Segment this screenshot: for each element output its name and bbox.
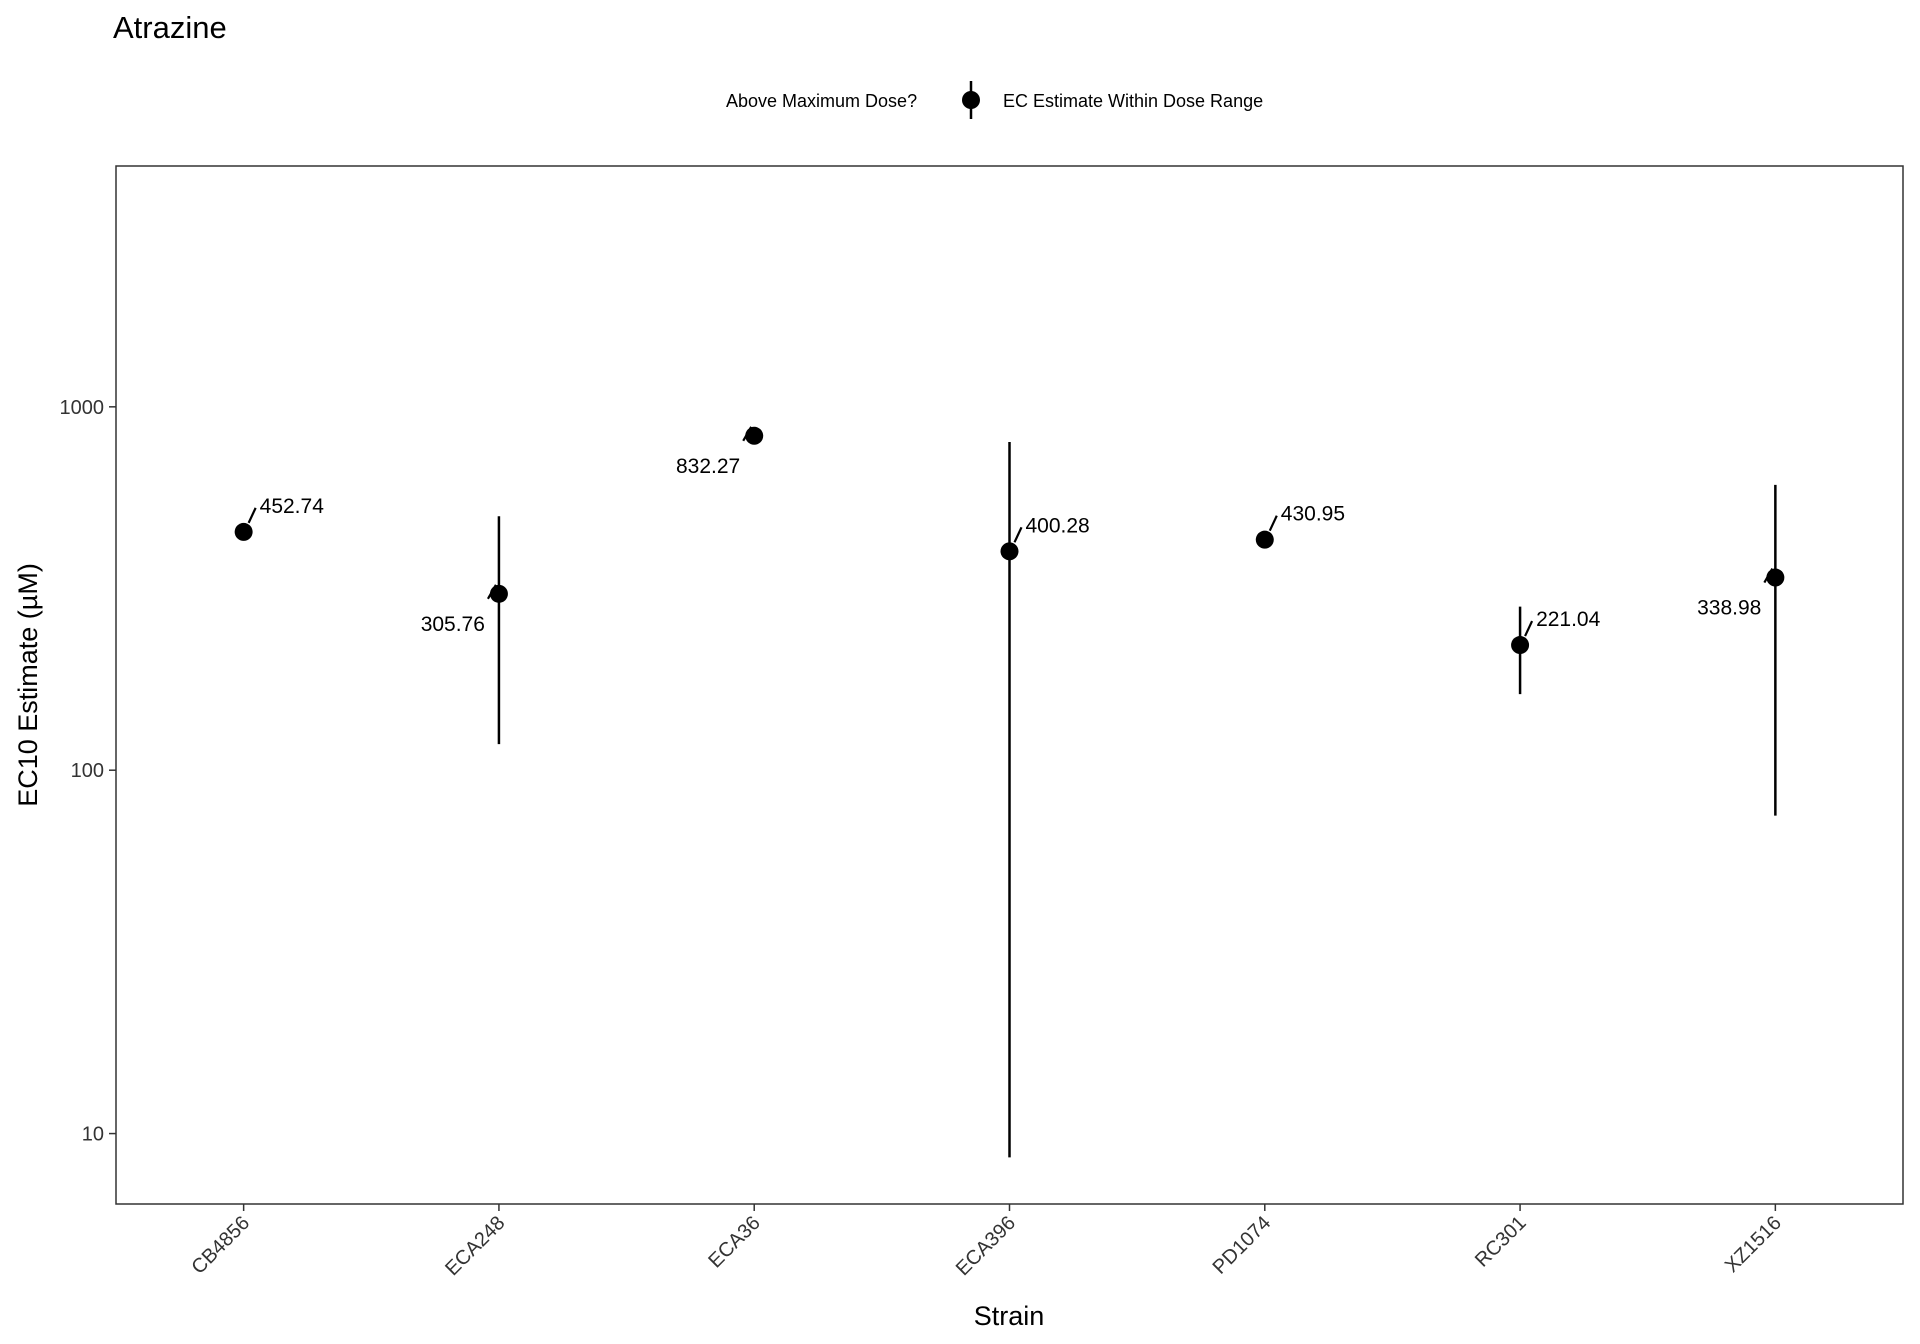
chart-title: Atrazine (113, 10, 227, 45)
x-tick-label: RC301 (1471, 1212, 1531, 1272)
data-marks: 452.74 305.76 832.27 400.28 430.95 221.04 338.… (234, 426, 1785, 1158)
x-tick-label: ECA248 (441, 1212, 509, 1280)
data-label: 832.27 (676, 455, 740, 478)
y-tick-label: 10 (82, 1124, 104, 1146)
y-axis-title: EC10 Estimate (µM) (13, 563, 43, 807)
data-label: 221.04 (1536, 608, 1601, 631)
data-point (1766, 568, 1785, 587)
legend-entry: EC Estimate Within Dose Range (1003, 91, 1263, 111)
x-tick-label: XZ1516 (1721, 1212, 1786, 1277)
label-leader (1763, 568, 1774, 584)
label-leader (1013, 526, 1023, 543)
legend-title: Above Maximum Dose? (726, 91, 917, 111)
label-leader (1268, 515, 1278, 532)
data-point (1511, 636, 1530, 655)
label-leader (742, 426, 753, 442)
y-axis: 10 100 1000 (60, 397, 116, 1146)
data-point (745, 426, 764, 445)
x-tick-label: ECA396 (952, 1212, 1020, 1280)
x-axis: CB4856 ECA248 ECA36 ECA396 PD1074 RC301 XZ1516 (188, 1204, 1786, 1280)
data-point (1255, 530, 1274, 549)
data-label: 305.76 (421, 613, 485, 636)
y-tick-label: 1000 (60, 397, 105, 419)
data-point (489, 584, 508, 603)
x-tick-label: ECA36 (704, 1212, 764, 1272)
x-axis-title: Strain (974, 1301, 1045, 1331)
data-point (234, 522, 253, 541)
legend-key-point (962, 91, 980, 109)
data-label: 452.74 (260, 495, 325, 518)
label-leader (486, 584, 497, 600)
data-label: 400.28 (1026, 514, 1090, 537)
x-tick-label: PD1074 (1209, 1212, 1276, 1279)
label-leader (1524, 620, 1534, 637)
data-point (1000, 542, 1019, 561)
data-label: 338.98 (1697, 597, 1761, 620)
label-leader (247, 507, 257, 524)
x-tick-label: CB4856 (188, 1212, 255, 1279)
legend: Above Maximum Dose? EC Estimate Within D… (726, 81, 1263, 119)
data-label: 430.95 (1281, 503, 1345, 526)
y-tick-label: 100 (71, 760, 104, 782)
